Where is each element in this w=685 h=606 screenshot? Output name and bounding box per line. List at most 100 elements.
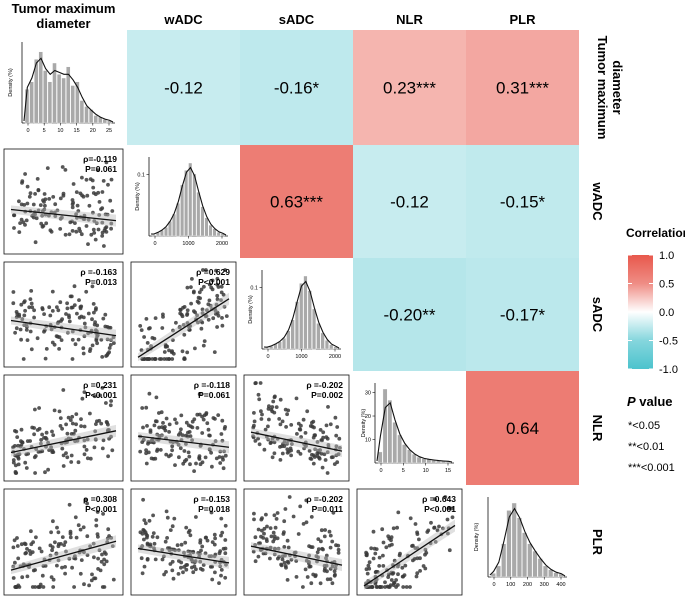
- scatter-point: [286, 560, 291, 565]
- heatmap-cell-label: -0.16*: [274, 79, 320, 98]
- scatter-point: [21, 220, 26, 225]
- histogram-xtick-label: 0: [492, 582, 495, 588]
- scatter-point: [421, 564, 426, 568]
- scatter-point: [433, 497, 437, 502]
- scatter-point: [40, 573, 45, 578]
- scatter-point: [389, 535, 394, 540]
- scatter-point: [215, 325, 220, 329]
- scatter-point: [56, 308, 61, 313]
- scatter-point: [83, 325, 88, 330]
- scatter-point: [289, 453, 293, 458]
- heatmap-cell-label: 0.31***: [496, 79, 549, 98]
- scatter-point: [56, 544, 61, 549]
- scatter-point: [78, 571, 83, 576]
- scatter-point: [219, 432, 224, 436]
- scatter-point: [82, 390, 87, 394]
- scatter-point: [108, 343, 113, 347]
- scatter-point: [148, 428, 153, 433]
- scatter-point: [65, 455, 70, 460]
- scatter-point: [327, 529, 332, 534]
- scatter-point: [82, 582, 86, 587]
- histogram-bar: [184, 170, 189, 237]
- scatter-point: [305, 575, 310, 579]
- scatter-point: [203, 455, 208, 460]
- scatter-point: [96, 227, 101, 232]
- scatter-point: [36, 208, 41, 213]
- scatter-point: [43, 356, 48, 361]
- scatter-point: [55, 305, 59, 309]
- scatter-point: [275, 511, 280, 515]
- scatter-point: [389, 578, 394, 582]
- scatter-point: [152, 541, 157, 546]
- regression-line: [10, 208, 117, 222]
- scatter-point: [107, 534, 111, 538]
- scatter-point: [371, 556, 376, 561]
- scatter-point: [260, 516, 264, 521]
- significance-legend-item: ***<0.001: [628, 462, 675, 474]
- scatter-point: [272, 410, 277, 415]
- scatter-point: [100, 386, 105, 390]
- scatter-point: [433, 540, 438, 544]
- scatter-point: [251, 434, 256, 439]
- histogram-bar: [407, 449, 412, 464]
- scatter-point: [179, 427, 183, 432]
- scatter-point: [29, 529, 33, 534]
- scatter-point: [268, 556, 272, 561]
- scatter-point: [213, 439, 218, 444]
- scatter-point: [389, 538, 393, 543]
- scatter-point: [199, 287, 204, 292]
- scatter-point: [51, 577, 56, 582]
- scatter-point: [69, 294, 74, 299]
- scatter-point: [254, 381, 258, 385]
- scatter-point: [273, 525, 278, 530]
- scatter-point: [415, 532, 420, 536]
- scatter-point: [167, 348, 171, 353]
- histogram-xtick-label: 5: [43, 128, 46, 134]
- scatter-point: [30, 305, 35, 310]
- scatter-point: [88, 544, 92, 549]
- scatter-point: [93, 437, 98, 442]
- histogram-bar: [290, 319, 295, 350]
- histogram-xtick-label: 10: [423, 468, 429, 474]
- scatter-point: [60, 565, 64, 570]
- scatter-point: [92, 310, 96, 315]
- scatter-point: [147, 391, 152, 396]
- scatter-point: [384, 545, 389, 550]
- scatter-point: [162, 357, 167, 361]
- scatter-point: [316, 547, 321, 552]
- histogram-bar: [61, 77, 66, 124]
- scatter-point: [87, 583, 91, 588]
- scatter-point: [33, 212, 37, 217]
- heatmap-cell: [353, 30, 466, 145]
- histogram-bar: [329, 344, 334, 350]
- scatter-point: [172, 516, 177, 521]
- scatter-point: [318, 581, 323, 586]
- scatter-point: [13, 560, 17, 565]
- scatter-point: [18, 444, 23, 449]
- scatter-point: [415, 571, 420, 576]
- scatter-point: [60, 165, 65, 169]
- scatter-point: [60, 317, 64, 322]
- scatter-point: [55, 208, 60, 213]
- scatter-point: [395, 525, 399, 530]
- scatter-point: [31, 215, 36, 220]
- scatter-point: [253, 439, 258, 443]
- scatter-point: [211, 316, 216, 321]
- scatter-point: [25, 338, 30, 342]
- histogram-ytick-label: 10: [365, 438, 371, 444]
- scatter-point: [307, 544, 311, 548]
- scatter-point: [204, 535, 209, 540]
- scatter-point: [313, 573, 318, 578]
- heatmap-cell: [240, 30, 353, 145]
- scatter-point: [106, 527, 111, 532]
- scatter-point: [304, 520, 309, 525]
- histogram-panel: Density (%) 0 1000 2000 0.1: [248, 270, 341, 360]
- scatter-point: [57, 335, 62, 340]
- scatter-point: [61, 453, 66, 458]
- heatmap-cell: [353, 258, 466, 371]
- scatter-point: [70, 414, 75, 419]
- scatter-point: [141, 425, 145, 430]
- scatter-point: [283, 507, 288, 511]
- scatter-point: [322, 534, 327, 539]
- scatter-point: [80, 175, 84, 180]
